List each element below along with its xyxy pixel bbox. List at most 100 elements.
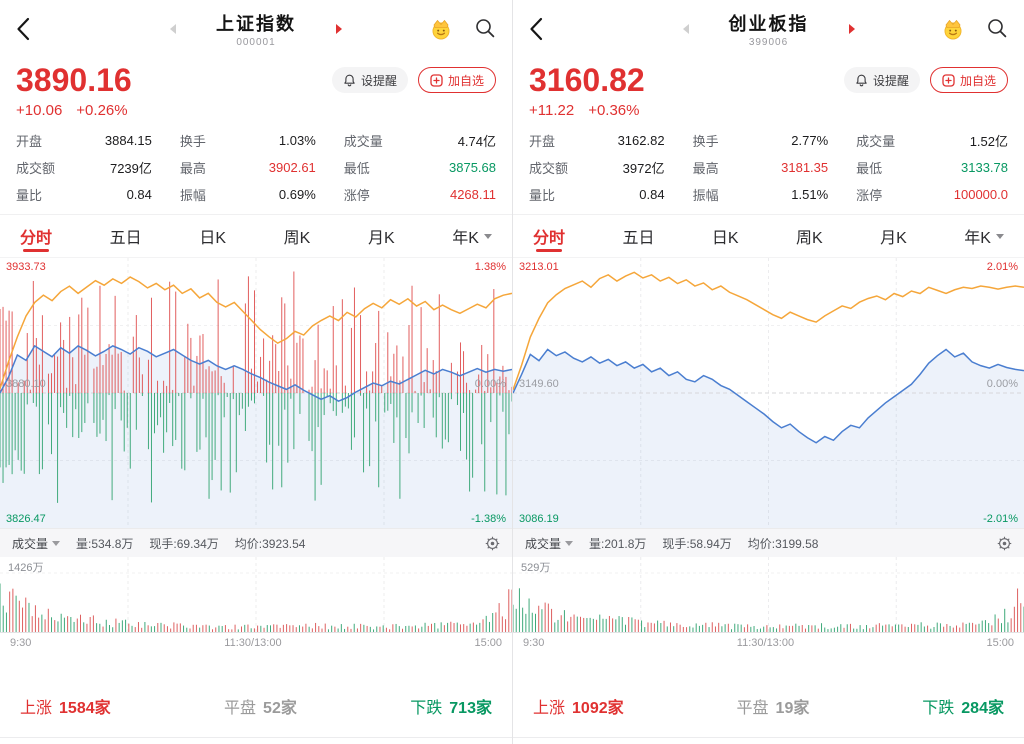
panel-header: 上证指数 000001: [0, 0, 512, 58]
prev-index-arrow-icon[interactable]: [682, 24, 689, 34]
title-block: 创业板指 399006: [719, 10, 819, 48]
market-breadth: 上涨 1092家 平盘 19家 下跌 284家: [513, 694, 1024, 744]
stat-cell: 开盘 3162.82: [529, 131, 665, 150]
indicator-selector[interactable]: 成交量: [525, 535, 574, 552]
decliners-count[interactable]: 下跌 284家: [922, 694, 1004, 718]
stat-label: 成交额: [16, 161, 56, 176]
tab-yearly-k[interactable]: 年K: [964, 215, 1004, 257]
vip-crown-face: [944, 19, 962, 40]
magnifier-glyph: [476, 19, 495, 38]
advancers-label: 上涨: [533, 700, 566, 717]
add-watchlist-button[interactable]: 加自选: [417, 67, 496, 93]
stat-label: 涨停: [343, 188, 370, 203]
tab-yearly-k[interactable]: 年K: [452, 215, 492, 257]
tab-timeline[interactable]: 分时: [533, 215, 565, 257]
change-percent: +0.26%: [76, 102, 128, 119]
settings-gear-icon[interactable]: [485, 536, 500, 551]
stat-value: 3133.78: [961, 160, 1008, 175]
vip-crown-icon[interactable]: [940, 15, 966, 41]
stat-label: 最低: [343, 161, 370, 176]
vip-crown-icon[interactable]: [428, 15, 454, 41]
chevron-down-icon: [995, 233, 1004, 239]
quote-buttons: 设提醒 加自选: [331, 67, 496, 93]
stat-value: 0.69%: [278, 187, 316, 202]
index-code: 399006: [748, 37, 789, 48]
stat-value: 3162.82: [617, 133, 665, 148]
index-code: 000001: [236, 37, 276, 48]
stat-cell: 换手 2.77%: [693, 131, 829, 150]
back-button[interactable]: [12, 16, 38, 42]
advancers-count[interactable]: 上涨 1092家: [533, 694, 624, 718]
tab-weekly-k[interactable]: 周K: [284, 215, 311, 257]
stat-cell: 量比 0.84: [529, 185, 665, 204]
back-button[interactable]: [525, 16, 551, 42]
axis-label-open: 9:30: [10, 637, 32, 649]
stat-label: 开盘: [16, 134, 43, 149]
volume-chart[interactable]: 1426万: [0, 557, 512, 633]
advancers-count[interactable]: 上涨 1584家: [20, 694, 111, 718]
decliners-label: 下跌: [410, 700, 443, 717]
chevron-down-icon: [483, 233, 492, 239]
stat-label: 成交量: [343, 134, 383, 149]
market-breadth: 上涨 1584家 平盘 52家 下跌 713家: [0, 694, 512, 744]
stat-value: 7239亿: [109, 161, 152, 176]
vip-crown-face: [432, 19, 450, 40]
stat-cell: 振幅 0.69%: [180, 185, 316, 204]
settings-gear-icon[interactable]: [997, 536, 1012, 551]
next-index-arrow-icon[interactable]: [336, 24, 342, 34]
unchanged-value: 52家: [263, 700, 297, 717]
time-axis: 9:30 11:30/13:00 15:00: [513, 633, 1024, 653]
tab-daily-k[interactable]: 日K: [712, 215, 739, 257]
stat-label: 量比: [529, 188, 556, 203]
stat-cell: 涨停 100000.0: [856, 185, 1008, 204]
time-axis: 9:30 11:30/13:00 15:00: [0, 633, 512, 653]
back-chevron-icon: [530, 17, 543, 41]
change-amount: +11.22: [529, 102, 575, 119]
tab-weekly-k[interactable]: 周K: [796, 215, 823, 257]
tab-timeline[interactable]: 分时: [20, 215, 52, 257]
bottom-divider: [513, 737, 1024, 738]
decliners-value: 284家: [961, 700, 1004, 717]
stat-cell: 量比 0.84: [16, 185, 152, 204]
gear-glyph: [485, 536, 500, 550]
advancers-value: 1584家: [59, 700, 111, 717]
tab-label: 五日: [109, 230, 142, 247]
unchanged-count[interactable]: 平盘 52家: [224, 694, 297, 718]
set-alert-button[interactable]: 设提醒: [843, 67, 920, 93]
stat-cell: 开盘 3884.15: [16, 131, 152, 150]
tab-5day[interactable]: 五日: [110, 215, 142, 257]
add-box-icon: [430, 73, 443, 87]
intraday-svg: [513, 258, 1024, 528]
tab-daily-k[interactable]: 日K: [199, 215, 226, 257]
volume-chart[interactable]: 529万: [513, 557, 1024, 633]
stat-label: 开盘: [529, 134, 556, 149]
stat-label: 最高: [179, 161, 206, 176]
set-alert-button[interactable]: 设提醒: [331, 67, 408, 93]
advancers-label: 上涨: [20, 700, 53, 717]
intraday-chart[interactable]: 3933.73 1.38% 3880.10 0.00% 3826.47 -1.3…: [0, 257, 512, 529]
decliners-count[interactable]: 下跌 713家: [410, 694, 492, 718]
stat-value: 1.03%: [278, 133, 316, 148]
intraday-chart[interactable]: 3213.01 2.01% 3149.60 0.00% 3086.19 -2.0…: [513, 257, 1024, 529]
tab-monthly-k[interactable]: 月K: [368, 215, 395, 257]
indicator-selector[interactable]: 成交量: [12, 535, 61, 552]
tab-monthly-k[interactable]: 月K: [880, 215, 907, 257]
quote-row: 3890.16 设提醒 加自选: [0, 58, 512, 98]
quote-buttons: 设提醒 加自选: [843, 67, 1008, 93]
next-index-arrow-icon[interactable]: [848, 24, 855, 34]
unchanged-count[interactable]: 平盘 19家: [737, 694, 810, 718]
search-icon[interactable]: [474, 17, 496, 39]
search-icon[interactable]: [986, 17, 1008, 39]
tab-label: 日K: [711, 230, 739, 247]
header-icons: [940, 15, 1008, 41]
tab-5day[interactable]: 五日: [622, 215, 654, 257]
stat-label: 成交量: [856, 134, 896, 149]
price-change-row: +11.22 +0.36%: [513, 98, 1024, 119]
axis-label-midday: 11:30/13:00: [736, 637, 795, 649]
axis-label-open: 9:30: [523, 637, 545, 649]
stat-cell: 最低 3875.68: [344, 158, 496, 177]
add-watchlist-button[interactable]: 加自选: [929, 67, 1008, 93]
prev-index-arrow-icon[interactable]: [170, 24, 176, 34]
add-watchlist-label: 加自选: [959, 73, 996, 88]
